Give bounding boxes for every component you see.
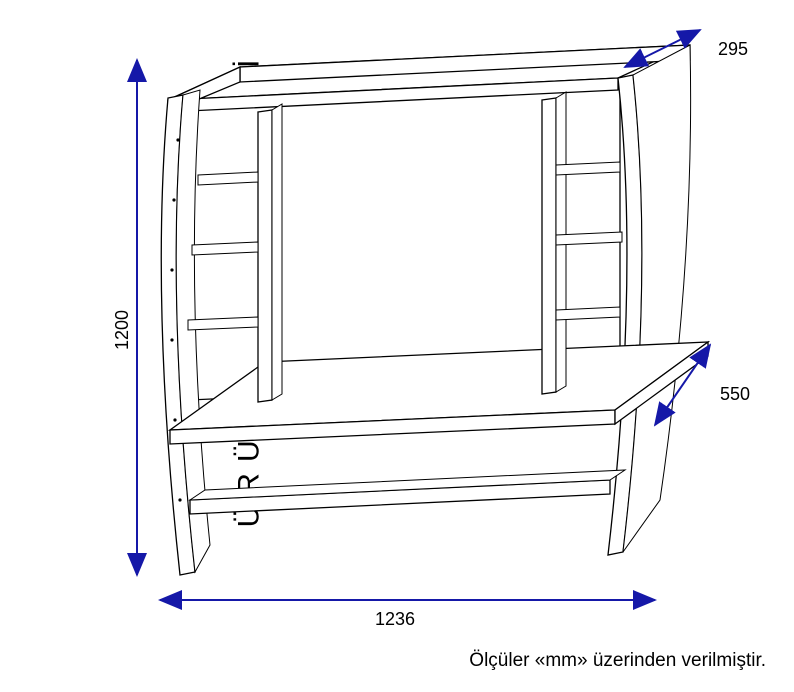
drawing-svg: 1200 1236 295 550 — [0, 0, 794, 692]
footer-note: Ölçüler «mm» üzerinden verilmiştir. — [469, 650, 766, 672]
dim-label-depth: 295 — [718, 39, 748, 59]
dim-label-desk-depth: 550 — [720, 384, 750, 404]
diagram-canvas: ÜRÜN ÖLÇÜ BİLGİSİ — [0, 0, 794, 692]
dim-label-width: 1236 — [375, 609, 415, 629]
dim-label-height: 1200 — [112, 310, 132, 350]
